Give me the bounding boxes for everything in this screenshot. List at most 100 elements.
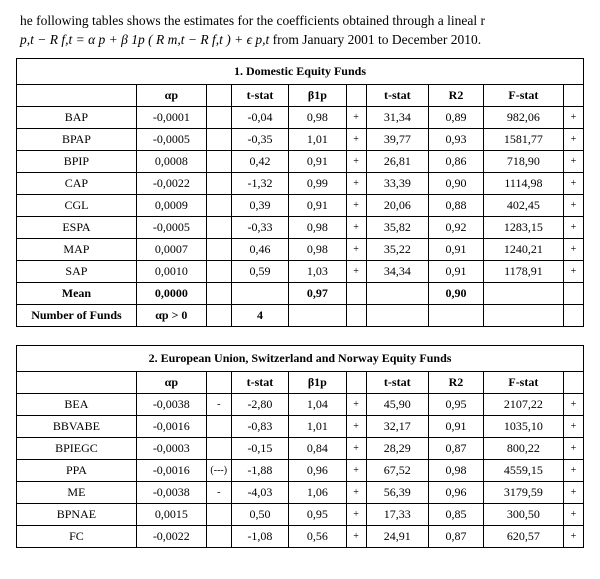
col-r2: R2: [428, 371, 483, 393]
t1-cell-label: BAP: [17, 106, 137, 128]
t2-cell-m3: +: [563, 525, 583, 547]
t1-cell-r2: 0,91: [429, 260, 484, 282]
t1-cell-r2: 0,92: [429, 216, 484, 238]
col-tstat2: t-stat: [366, 84, 428, 106]
t2-cell-f: 620,57: [483, 525, 563, 547]
t2-cell-t1: -1,88: [231, 459, 288, 481]
blank: [563, 304, 583, 326]
t1-cell-ap: 0,0008: [136, 150, 206, 172]
t1-cell-label: ESPA: [17, 216, 137, 238]
t1-cell-t1: 0,46: [231, 238, 288, 260]
t2-cell-m3: +: [563, 393, 583, 415]
t2-cell-m2: +: [346, 393, 366, 415]
t2-cell-r2: 0,91: [428, 415, 483, 437]
t2-cell-label: FC: [17, 525, 137, 547]
t2-cell-f: 300,50: [483, 503, 563, 525]
t1-cell-r2: 0,88: [429, 194, 484, 216]
t1-cell-t1: 0,59: [231, 260, 288, 282]
t2-cell-ap: 0,0015: [136, 503, 206, 525]
t1-cell-b1p: 0,98: [289, 106, 346, 128]
t1-cell-label: SAP: [17, 260, 137, 282]
t2-cell-m1: (---): [206, 459, 231, 481]
t1-cell-f: 982,06: [483, 106, 563, 128]
table1-header-row: αp t-stat β1p t-stat R2 F-stat: [17, 84, 584, 106]
col-b1p: β1p: [289, 371, 346, 393]
t1-cell-m1: [206, 172, 231, 194]
t1-cell-t2: 26,81: [366, 150, 428, 172]
t1-cell-m1: [206, 194, 231, 216]
blank: [289, 304, 346, 326]
col-m3: [563, 371, 583, 393]
t1-cell-b1p: 0,98: [289, 216, 346, 238]
col-ap: αp: [136, 371, 206, 393]
t2-cell-t2: 28,29: [366, 437, 428, 459]
t2-cell-m1: -: [206, 393, 231, 415]
col-blank: [17, 371, 137, 393]
col-fstat: F-stat: [483, 371, 563, 393]
t1-cell-ap: -0,0005: [136, 128, 206, 150]
blank: [206, 304, 231, 326]
t1-cell-b1p: 1,03: [289, 260, 346, 282]
t1-cell-b1p: 0,99: [289, 172, 346, 194]
t1-cell-m1: [206, 106, 231, 128]
t2-cell-r2: 0,87: [428, 525, 483, 547]
t2-cell-m1: [206, 525, 231, 547]
t1-cell-m2: +: [346, 216, 366, 238]
table-row: CGL0,00090,390,91+20,060,88402,45+: [17, 194, 584, 216]
table-row: PPA-0,0016(---)-1,880,96+67,520,984559,1…: [17, 459, 584, 481]
t2-cell-t1: -2,80: [231, 393, 288, 415]
table-row: ESPA-0,0005-0,330,98+35,820,921283,15+: [17, 216, 584, 238]
col-tstat1: t-stat: [231, 371, 288, 393]
t2-cell-ap: -0,0003: [136, 437, 206, 459]
table-row: BPIP0,00080,420,91+26,810,86718,90+: [17, 150, 584, 172]
mean-r2: 0,90: [429, 282, 484, 304]
table2-title: 2. European Union, Switzerland and Norwa…: [17, 345, 584, 371]
blank: [483, 282, 563, 304]
t1-cell-m2: +: [346, 260, 366, 282]
t2-cell-label: BPNAE: [17, 503, 137, 525]
table-row: SAP0,00100,591,03+34,340,911178,91+: [17, 260, 584, 282]
t1-cell-r2: 0,90: [429, 172, 484, 194]
t2-cell-b1p: 0,84: [289, 437, 346, 459]
t1-cell-t2: 34,34: [366, 260, 428, 282]
t2-cell-ap: -0,0016: [136, 459, 206, 481]
col-m1: [206, 84, 231, 106]
t2-cell-r2: 0,98: [428, 459, 483, 481]
mean-b1p: 0,97: [289, 282, 346, 304]
t2-cell-t2: 17,33: [366, 503, 428, 525]
t1-cell-t1: -1,32: [231, 172, 288, 194]
t1-cell-m2: +: [346, 106, 366, 128]
t1-cell-t2: 35,82: [366, 216, 428, 238]
t1-cell-t1: -0,04: [231, 106, 288, 128]
intro-formula: p,t − R f,t = α p + β 1p ( R m,t − R f,t…: [20, 32, 269, 47]
t1-cell-m1: [206, 238, 231, 260]
blank: [231, 282, 288, 304]
table2-header-row: αp t-stat β1p t-stat R2 F-stat: [17, 371, 584, 393]
col-m3: [563, 84, 583, 106]
t1-cell-ap: -0,0022: [136, 172, 206, 194]
t2-cell-t2: 32,17: [366, 415, 428, 437]
col-fstat: F-stat: [483, 84, 563, 106]
footer-ap: αp > 0: [136, 304, 206, 326]
t1-cell-m3: +: [563, 260, 583, 282]
col-ap: αp: [136, 84, 206, 106]
t2-cell-label: BPIEGC: [17, 437, 137, 459]
t2-cell-t2: 67,52: [366, 459, 428, 481]
t1-cell-ap: 0,0009: [136, 194, 206, 216]
t1-cell-t2: 35,22: [366, 238, 428, 260]
table1-footer-row: Number of Funds αp > 0 4: [17, 304, 584, 326]
t1-cell-ap: 0,0010: [136, 260, 206, 282]
t1-cell-m3: +: [563, 216, 583, 238]
t1-cell-m3: +: [563, 106, 583, 128]
t2-cell-ap: -0,0022: [136, 525, 206, 547]
t2-cell-b1p: 1,06: [289, 481, 346, 503]
table-eu-equity: 2. European Union, Switzerland and Norwa…: [16, 345, 584, 548]
t2-cell-m2: +: [346, 415, 366, 437]
table-row: BPNAE0,00150,500,95+17,330,85300,50+: [17, 503, 584, 525]
t2-cell-b1p: 1,04: [289, 393, 346, 415]
t1-cell-m2: +: [346, 150, 366, 172]
t1-cell-m1: [206, 260, 231, 282]
t2-cell-m3: +: [563, 415, 583, 437]
intro-text-2: from January 2001 to December 2010.: [273, 32, 481, 47]
t1-cell-r2: 0,86: [429, 150, 484, 172]
